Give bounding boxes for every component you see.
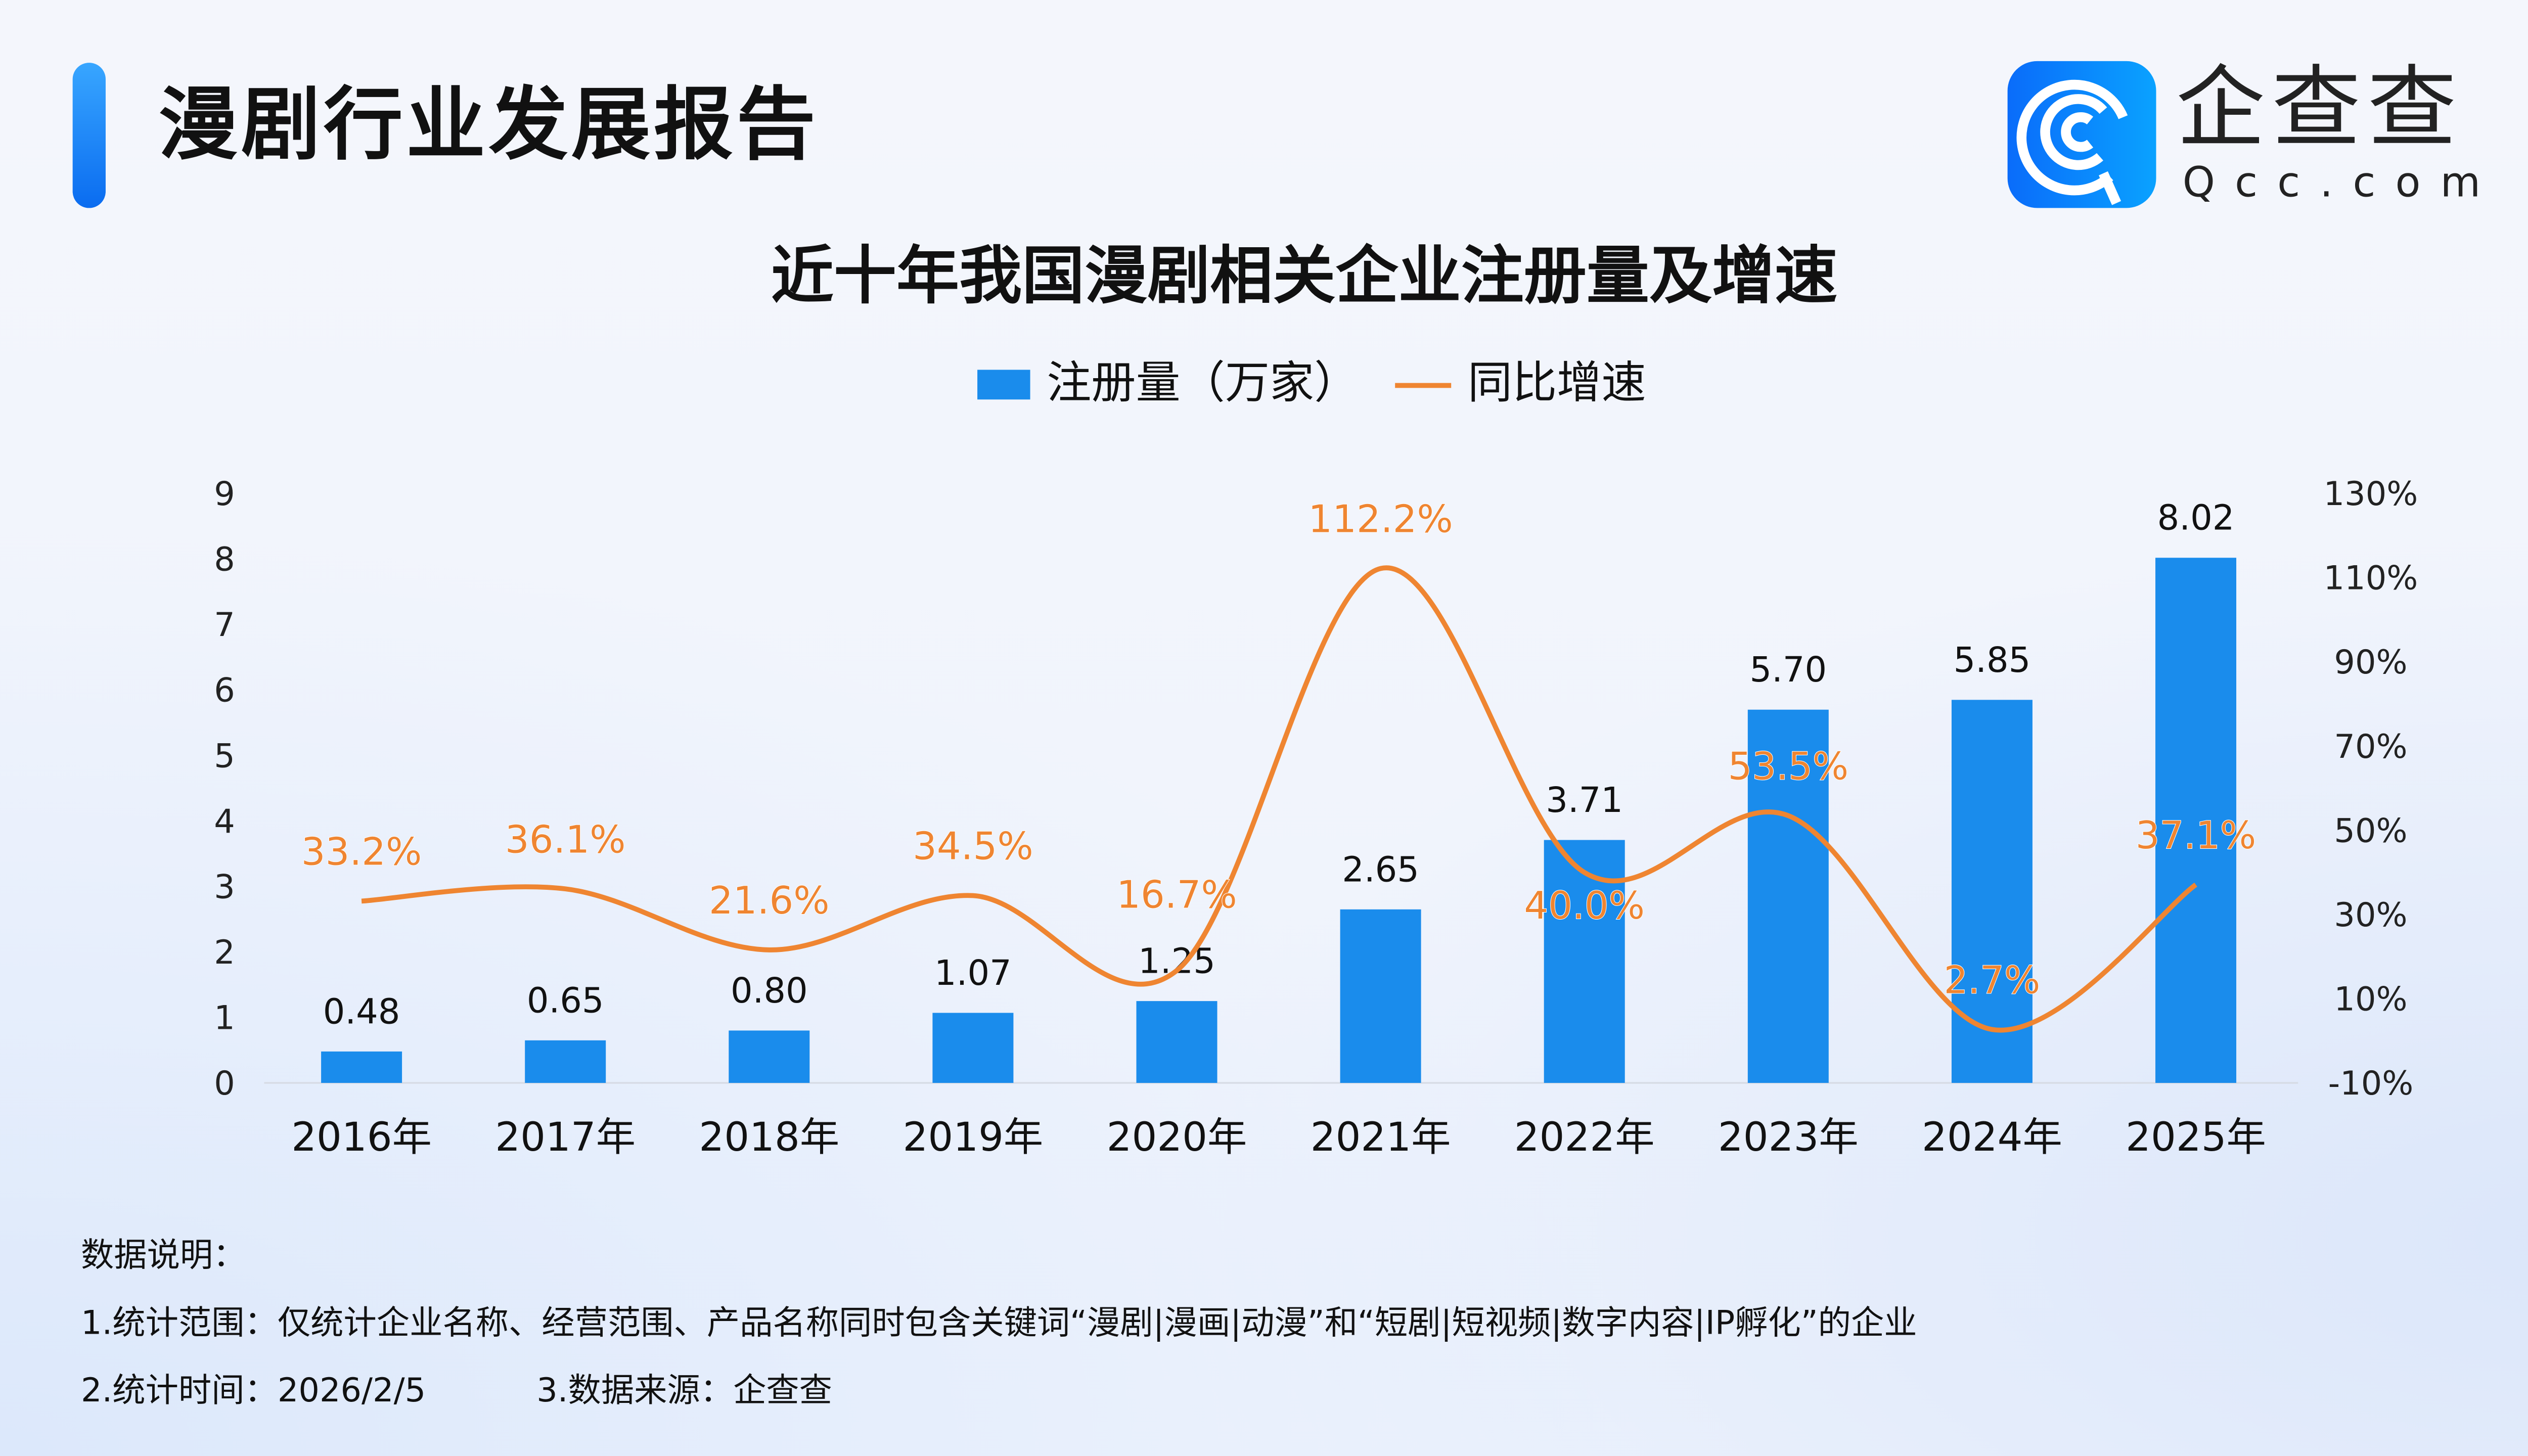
page-title: 漫剧行业发展报告: [158, 79, 819, 172]
chart-legend: 注册量（万家） 同比增速: [977, 356, 1646, 413]
y-left-tick: 2: [214, 933, 235, 972]
y-right-tick: 10%: [2334, 980, 2407, 1018]
growth-line: [361, 565, 2197, 1033]
y-right-tick: 90%: [2334, 643, 2407, 681]
bar-value-label: 0.65: [527, 980, 604, 1021]
bar-value-label: 5.70: [1749, 650, 1827, 690]
bar-value-label: 8.02: [2157, 498, 2235, 538]
legend-bar-label: 注册量（万家）: [1047, 358, 1359, 410]
y-left-tick: 5: [214, 737, 235, 775]
legend-bar-swatch: [977, 370, 1030, 400]
bar: [729, 1030, 810, 1083]
growth-value-label: 33.2%: [301, 830, 422, 874]
x-tick-label: 2020年: [1107, 1114, 1247, 1160]
bar: [2155, 558, 2237, 1083]
x-tick-label: 2024年: [1922, 1114, 2062, 1160]
notes-date: 2.统计时间：2026/2/5: [81, 1370, 426, 1410]
x-tick-label: 2016年: [291, 1114, 432, 1160]
y-right-tick: 70%: [2334, 727, 2407, 766]
x-tick-label: 2018年: [699, 1114, 839, 1160]
growth-value-label: 40.0%: [1524, 883, 1645, 928]
y-left-tick: 8: [214, 540, 235, 579]
bar: [1544, 840, 1625, 1083]
bar: [1340, 909, 1421, 1083]
x-tick-label: 2022年: [1514, 1114, 1655, 1160]
y-left-tick: 6: [214, 671, 235, 710]
bar-value-label: 0.80: [731, 971, 808, 1011]
bar-value-label: 2.65: [1342, 849, 1419, 890]
x-tick-label: 2019年: [903, 1114, 1044, 1160]
growth-value-label: 21.6%: [709, 878, 830, 923]
notes-source: 3.数据来源：企查查: [536, 1370, 833, 1410]
bar: [1136, 1001, 1217, 1083]
y-left-tick: 0: [214, 1064, 235, 1103]
growth-value-label: 16.7%: [1116, 873, 1237, 917]
growth-value-label: 53.5%: [1728, 744, 1849, 788]
y-left-tick: 7: [214, 606, 235, 644]
bar-value-label: 0.48: [323, 991, 400, 1032]
y-left-tick: 3: [214, 868, 235, 906]
legend-line-label: 同比增速: [1467, 358, 1646, 410]
bar: [932, 1013, 1014, 1083]
y-left-tick: 1: [214, 998, 235, 1037]
y-right-tick: 30%: [2334, 896, 2407, 934]
y-right-tick: 110%: [2324, 559, 2418, 598]
logo-domain: Qcc.com: [2182, 158, 2501, 207]
y-right-tick: -10%: [2328, 1064, 2414, 1103]
growth-value-label: 36.1%: [505, 817, 626, 861]
y-right-tick: 130%: [2324, 475, 2418, 513]
legend-line-swatch: [1395, 382, 1452, 387]
x-tick-label: 2021年: [1311, 1114, 1451, 1160]
title-accent-bar: [72, 63, 106, 208]
y-left-tick: 9: [214, 475, 235, 513]
y-left-tick: 4: [214, 802, 235, 841]
bar-value-label: 3.71: [1546, 780, 1623, 821]
bar: [525, 1040, 606, 1083]
logo-text: 企查查: [2176, 56, 2463, 160]
growth-value-label: 2.7%: [1944, 958, 2041, 1002]
growth-value-label: 112.2%: [1308, 497, 1453, 541]
x-tick-label: 2017年: [495, 1114, 636, 1160]
bar: [1747, 709, 1829, 1083]
chart-title: 近十年我国漫剧相关企业注册量及增速: [771, 239, 1838, 312]
qcc-logo-icon: [2007, 61, 2156, 208]
growth-value-label: 34.5%: [913, 824, 1033, 869]
notes-scope: 1.统计范围：仅统计企业名称、经营范围、产品名称同时包含关键词“漫剧|漫画|动漫…: [81, 1302, 1917, 1342]
growth-value-label: 37.1%: [2136, 813, 2256, 857]
x-tick-label: 2023年: [1718, 1114, 1859, 1160]
bar-value-label: 5.85: [1954, 640, 2031, 680]
bar-value-label: 1.25: [1138, 941, 1215, 982]
notes-heading: 数据说明：: [81, 1235, 246, 1275]
x-tick-label: 2025年: [2126, 1114, 2266, 1160]
bar-value-label: 1.07: [934, 953, 1012, 993]
y-right-tick: 50%: [2334, 811, 2407, 850]
bar: [321, 1051, 402, 1083]
